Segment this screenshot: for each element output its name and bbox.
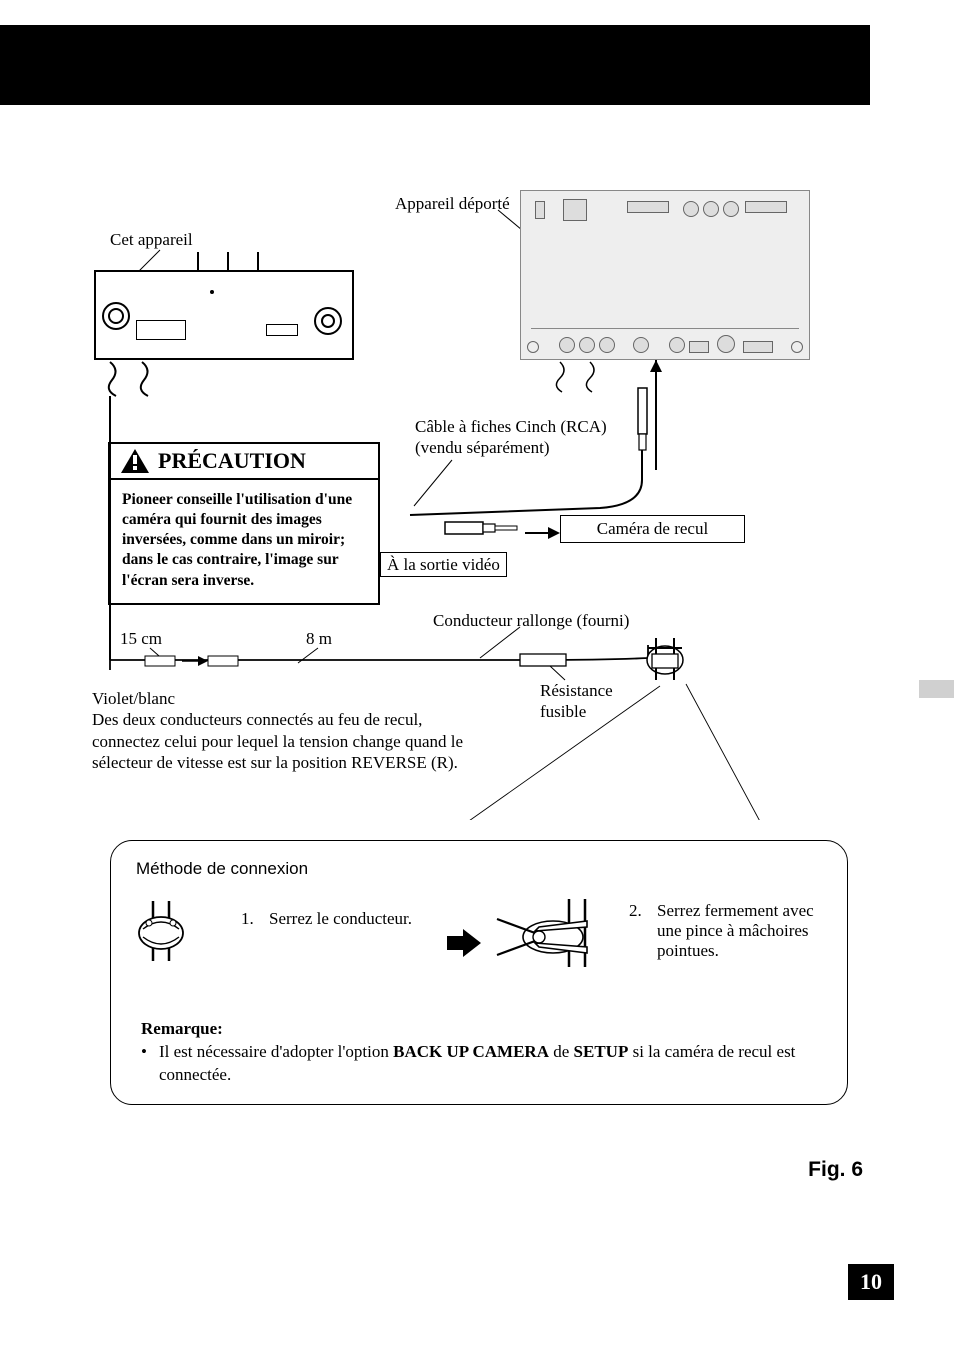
label-rca: Câble à fiches Cinch (RCA) (vendu séparé… xyxy=(415,416,607,459)
precaution-head: PRÉCAUTION xyxy=(110,444,378,478)
label-8m: 8 m xyxy=(306,628,332,649)
method-box: Méthode de connexion 1. Serrez le conduc… xyxy=(110,840,848,1105)
label-resistance: Résistance fusible xyxy=(540,680,613,723)
edge-tab xyxy=(919,680,954,698)
method-title: Méthode de connexion xyxy=(136,859,308,879)
warning-triangle-icon xyxy=(120,448,150,474)
label-conducteur-rallonge: Conducteur rallonge (fourni) xyxy=(433,610,629,631)
remarque-text: Il est nécessaire d'adopter l'option BAC… xyxy=(159,1041,821,1087)
violet-blanc-block: Violet/blanc Des deux conducteurs connec… xyxy=(92,688,472,773)
label-appareil-deporte: Appareil déporté xyxy=(395,193,510,214)
clamp-illustration-1 xyxy=(133,899,197,963)
label-cet-appareil: Cet appareil xyxy=(110,229,193,250)
head-unit xyxy=(94,270,354,360)
method-step-1: 1. Serrez le conducteur. xyxy=(241,909,441,929)
figure-label: Fig. 6 xyxy=(808,1158,863,1182)
remarque-block: Remarque: • Il est nécessaire d'adopter … xyxy=(141,1019,821,1087)
label-sortie-video: À la sortie vidéo xyxy=(380,552,507,577)
label-violet-blanc: Violet/blanc xyxy=(92,689,175,708)
remarque-item: • Il est nécessaire d'adopter l'option B… xyxy=(141,1041,821,1087)
label-resistance-l1: Résistance xyxy=(540,681,613,700)
step1-num: 1. xyxy=(241,909,263,929)
clamp-illustration-2 xyxy=(491,897,611,969)
precaution-word: PRÉCAUTION xyxy=(158,448,306,474)
precaution-box: PRÉCAUTION Pioneer conseille l'utilisati… xyxy=(108,442,380,605)
desc-violet-blanc: Des deux conducteurs connectés au feu de… xyxy=(92,710,463,772)
remote-unit xyxy=(520,190,810,360)
bullet: • xyxy=(141,1041,153,1087)
label-resistance-l2: fusible xyxy=(540,702,586,721)
remarque-head: Remarque: xyxy=(141,1019,821,1039)
label-rca-l1: Câble à fiches Cinch (RCA) xyxy=(415,417,607,436)
method-step-2: 2. Serrez fermement avec une pince à mâc… xyxy=(629,901,819,961)
step1-text: Serrez le conducteur. xyxy=(269,909,412,929)
step2-text: Serrez fermement avec une pince à mâchoi… xyxy=(657,901,819,961)
step2-num: 2. xyxy=(629,901,651,961)
step-arrow-icon xyxy=(447,929,481,957)
label-camera-recul: Caméra de recul xyxy=(597,519,708,539)
label-rca-l2: (vendu séparément) xyxy=(415,438,550,457)
page-number: 10 xyxy=(848,1264,894,1300)
wiring-diagram: Cet appareil Appareil déporté xyxy=(90,190,860,820)
header-black-bar xyxy=(0,25,870,105)
camera-box: Caméra de recul xyxy=(560,515,745,543)
label-15cm: 15 cm xyxy=(120,628,162,649)
precaution-body: Pioneer conseille l'utilisation d'une ca… xyxy=(110,478,378,603)
